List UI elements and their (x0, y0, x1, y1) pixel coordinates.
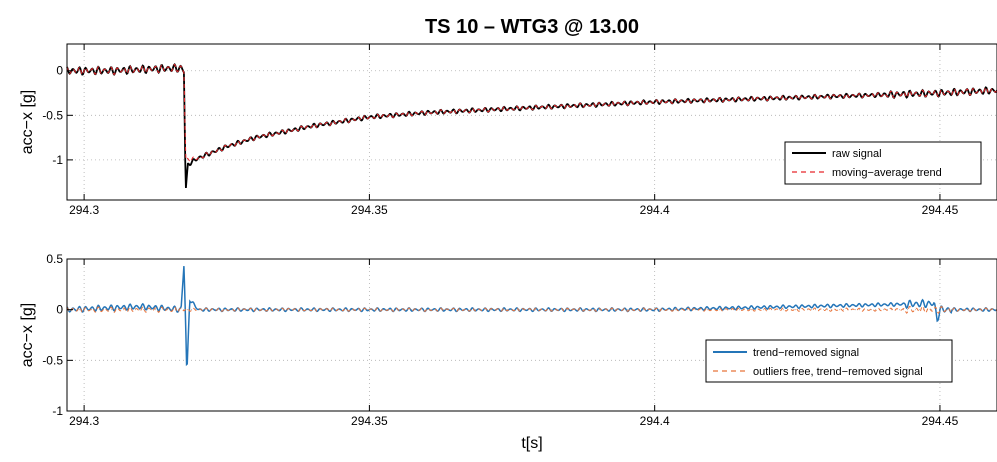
legend-label-moving-average: moving−average trend (832, 167, 942, 179)
x-tick-label: 294.3 (69, 414, 99, 428)
bottom-plot-frame (66, 258, 997, 412)
top-axes: 294.3 294.35 294.4 294.450-0.5-1 acc−x [g] … (19, 43, 997, 217)
x-tick-label: 294.45 (922, 203, 959, 217)
bottom-legend: trend−removed signal outliers free, tren… (705, 339, 953, 383)
x-tick-label: 294.35 (351, 414, 388, 428)
bottom-axes: 294.3 294.35 294.4 294.45 0.5 0 -0.5 -1 acc−x [… (19, 252, 997, 452)
y-tick-label: -1 (52, 404, 63, 418)
bottom-plot-background (67, 259, 997, 411)
y-tick-label: 0 (56, 64, 63, 78)
y-tick-label: -0.5 (42, 353, 63, 367)
x-tick-label: 294.4 (640, 414, 670, 428)
y-tick-label: -0.5 (42, 108, 63, 122)
bottom-xlabel: t[s] (521, 435, 542, 452)
top-legend-box (784, 141, 982, 185)
bottom-legend-box (705, 339, 953, 383)
legend-label-outliers-free: outliers free, trend−removed signal (753, 366, 923, 378)
series-line-top-1 (66, 63, 997, 163)
y-tick-label: -1 (52, 153, 63, 167)
series-line-bottom-1 (66, 305, 997, 314)
chart-title: TS 10 – WTG3 @ 13.00 (425, 16, 639, 38)
x-tick-label: 294.35 (351, 203, 388, 217)
x-tick-label: 294.3 (69, 203, 99, 217)
legend-label-raw-signal: raw signal (832, 148, 882, 160)
top-plot-frame (66, 43, 997, 201)
x-tick-label: 294.4 (640, 203, 670, 217)
bottom-ylabel: acc−x [g] (19, 303, 36, 367)
top-legend: raw signal moving−average trend (784, 141, 982, 185)
y-tick-label: 0.5 (46, 252, 63, 266)
y-tick-label: 0 (56, 303, 63, 317)
top-ylabel: acc−x [g] (19, 90, 36, 154)
legend-label-trend-removed: trend−removed signal (753, 347, 859, 359)
x-tick-label: 294.45 (922, 414, 959, 428)
